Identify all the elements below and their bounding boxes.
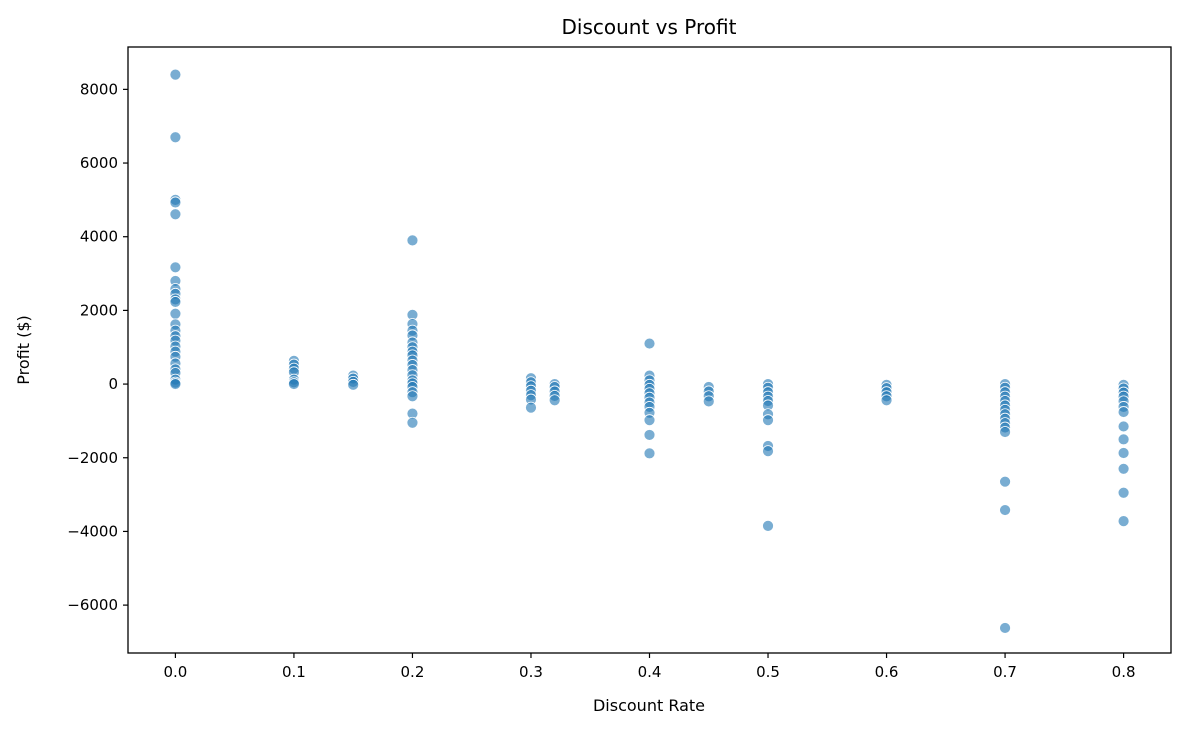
y-tick-label: −4000 [67, 522, 118, 540]
scatter-point [288, 378, 300, 390]
scatter-point [762, 414, 774, 427]
x-tick-label: 0.6 [875, 663, 899, 681]
scatter-point [643, 414, 656, 427]
scatter-point [1117, 420, 1130, 433]
scatter-point [643, 447, 656, 460]
scatter-point [999, 426, 1011, 438]
scatter-point [762, 445, 774, 458]
y-tick-label: 8000 [80, 80, 118, 98]
y-tick-label: 6000 [80, 154, 118, 172]
x-tick-label: 0.5 [756, 663, 780, 681]
scatter-point [1117, 433, 1130, 446]
scatter-point [548, 394, 561, 407]
scatter-point [880, 394, 893, 407]
scatter-point [169, 208, 182, 221]
y-tick-label: 0 [108, 375, 118, 393]
y-axis: −6000 −4000 −2000 0 2000 4000 6000 8000 [67, 80, 128, 614]
scatter-point [169, 196, 182, 209]
scatter-point [643, 429, 656, 441]
y-tick-label: −6000 [67, 596, 118, 614]
scatter-point [169, 296, 182, 308]
scatter-point [999, 622, 1011, 634]
x-tick-label: 0.8 [1112, 663, 1136, 681]
x-axis-label: Discount Rate [593, 696, 705, 715]
scatter-point [702, 395, 715, 408]
x-axis: 0.0 0.1 0.2 0.3 0.4 0.5 0.6 0.7 0.8 [163, 653, 1136, 681]
x-tick-label: 0.3 [519, 663, 543, 681]
y-tick-label: 2000 [80, 301, 118, 319]
scatter-point [525, 401, 537, 414]
x-tick-label: 0.1 [282, 663, 306, 681]
scatter-point [347, 378, 360, 391]
y-axis-label: Profit ($) [14, 315, 33, 384]
scatter-point [643, 337, 656, 350]
scatter-point [406, 390, 419, 403]
x-tick-label: 0.0 [163, 663, 187, 681]
points-layer [169, 68, 1130, 634]
x-tick-label: 0.2 [401, 663, 425, 681]
chart-title: Discount vs Profit [562, 15, 737, 39]
scatter-point [1117, 406, 1130, 418]
scatter-point [169, 307, 182, 320]
scatter-point [169, 68, 182, 81]
scatter-point [1117, 447, 1130, 459]
scatter-point [406, 234, 419, 247]
scatter-point [1117, 486, 1130, 499]
scatter-point [999, 504, 1011, 516]
plot-area-frame [127, 46, 1172, 654]
scatter-point [1117, 462, 1130, 475]
scatter-point [762, 520, 774, 532]
y-tick-label: 4000 [80, 228, 118, 246]
x-tick-label: 0.7 [993, 663, 1017, 681]
scatter-point [169, 378, 182, 390]
scatter-point [1117, 515, 1130, 528]
x-tick-label: 0.4 [638, 663, 662, 681]
scatter-point [169, 261, 182, 274]
scatter-point [999, 475, 1011, 488]
scatter-point [169, 131, 182, 144]
scatter-point [406, 416, 419, 429]
y-tick-label: −2000 [67, 449, 118, 467]
